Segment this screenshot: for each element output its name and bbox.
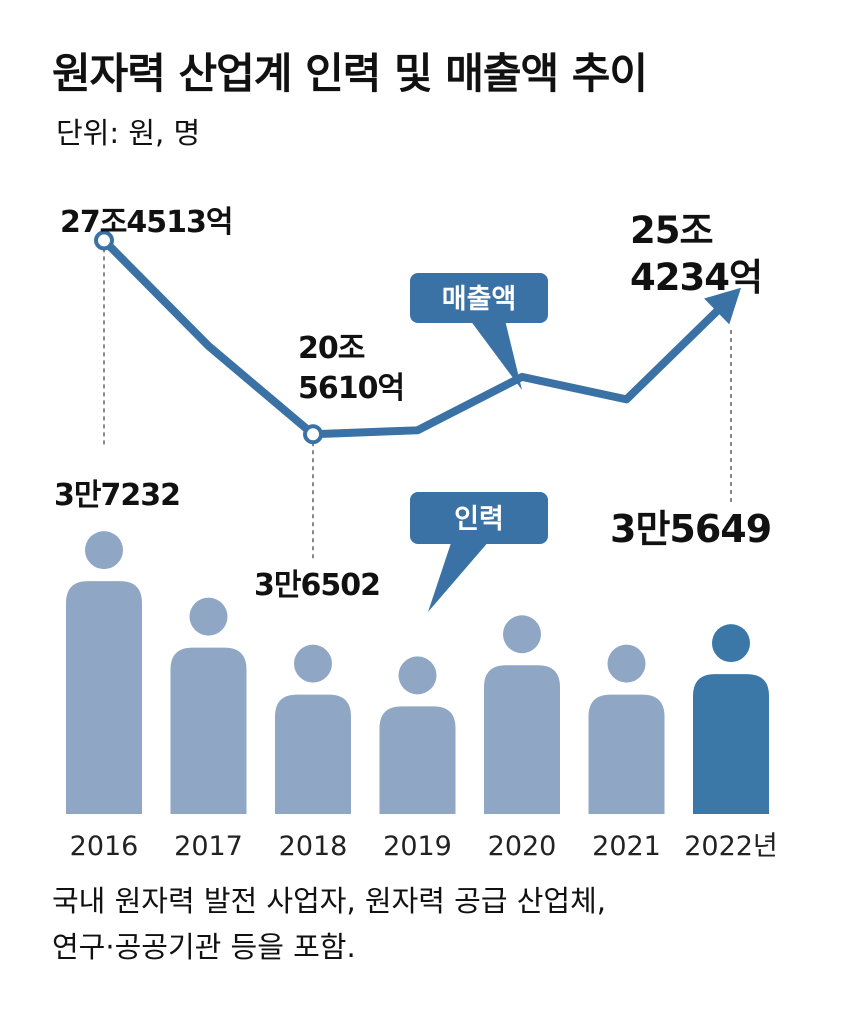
headcount-data-label-2022: 3만5649 — [610, 507, 771, 551]
person-bar-head-2017 — [189, 597, 228, 636]
revenue-point-2018 — [303, 424, 323, 445]
x-tick-label: 2017 — [174, 831, 243, 862]
person-bar-head-2016 — [85, 531, 123, 570]
x-tick-label: 2016 — [70, 831, 139, 862]
person-bar-head-2022년 — [712, 624, 750, 663]
footnote-line-2: 연구·공공기관 등을 포함. — [52, 930, 356, 964]
x-tick-label: 2018 — [279, 831, 348, 862]
revenue-data-label-2022: 4234억 — [630, 256, 762, 299]
footnote: 국내 원자력 발전 사업자, 원자력 공급 산업체, 연구·공공기관 등을 포함… — [52, 878, 606, 970]
person-bar-body-2018 — [275, 694, 351, 814]
x-tick-label: 2019 — [383, 831, 452, 862]
person-bar-body-2017 — [170, 647, 247, 814]
headcount-data-label-2018: 3만6502 — [254, 568, 380, 603]
x-tick-label: 2022년 — [684, 831, 778, 862]
person-bar-head-2018 — [294, 644, 332, 683]
headcount-callout-label: 인력 — [454, 504, 504, 535]
person-bar-head-2019 — [398, 656, 437, 695]
chart-title: 원자력 산업계 인력 및 매출액 추이 — [52, 49, 648, 98]
headcount-data-label-2016: 3만7232 — [54, 478, 180, 513]
revenue-point-2016 — [94, 230, 114, 251]
headcount-callout-tail — [428, 540, 490, 612]
revenue-data-label-2022: 25조 — [630, 209, 713, 252]
person-bar-body-2019 — [379, 706, 456, 814]
revenue-data-label-2018: 20조 — [298, 331, 365, 366]
unit-label: 단위: 원, 명 — [56, 116, 201, 150]
revenue-callout-box — [410, 273, 548, 323]
person-bar-body-2016 — [66, 581, 142, 814]
revenue-data-label-2016: 27조4513억 — [60, 205, 232, 240]
person-bar-head-2020 — [503, 615, 541, 654]
headcount-callout-box — [410, 492, 548, 544]
person-bar-body-2020 — [484, 665, 560, 814]
person-bar-head-2021 — [607, 644, 646, 683]
x-tick-label: 2020 — [488, 831, 557, 862]
revenue-callout-label: 매출액 — [442, 284, 517, 315]
x-tick-label: 2021 — [592, 831, 661, 862]
revenue-arrowhead — [704, 287, 742, 325]
revenue-data-label-2018: 5610억 — [298, 371, 404, 406]
revenue-callout-tail — [470, 320, 522, 390]
revenue-line — [101, 237, 723, 439]
footnote-line-1: 국내 원자력 발전 사업자, 원자력 공급 산업체, — [52, 884, 606, 918]
person-bar-body-2021 — [588, 694, 665, 814]
person-bar-body-2022년 — [693, 674, 769, 814]
